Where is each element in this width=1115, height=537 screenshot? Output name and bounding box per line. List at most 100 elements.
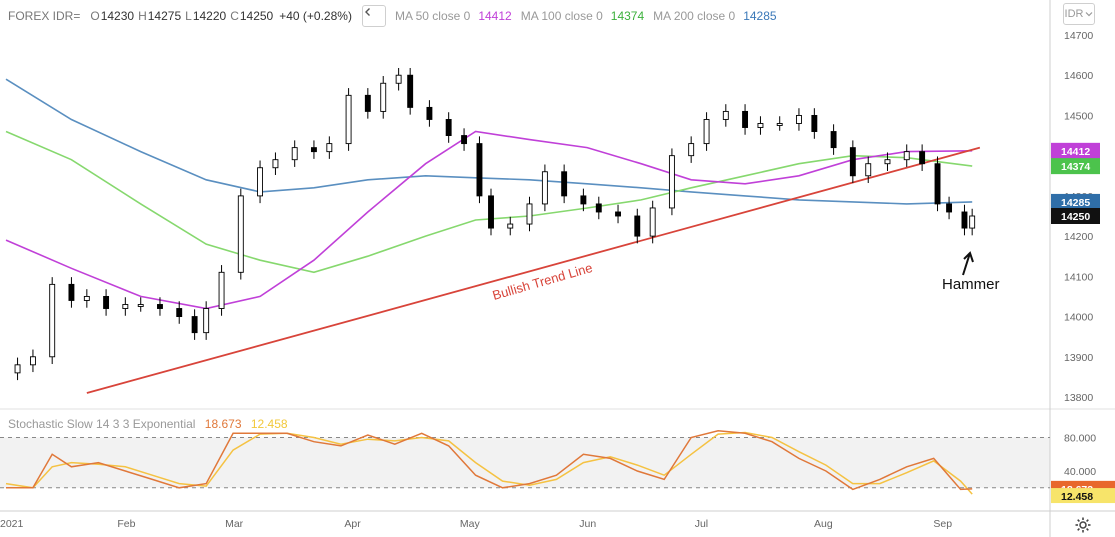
candle [934, 156, 941, 212]
symbol-label: FOREX IDR= [8, 9, 81, 23]
candle [476, 136, 483, 204]
candle [380, 76, 387, 119]
candle-body [68, 283, 75, 301]
candle-body [634, 215, 641, 237]
stoch-tick-label: 80.000 [1064, 433, 1096, 445]
gear-icon[interactable] [1074, 516, 1092, 534]
price-tag-label: 14250 [1061, 211, 1090, 223]
candle-body [137, 304, 144, 307]
candle-body [29, 356, 36, 366]
candle [445, 112, 452, 143]
candle [795, 108, 802, 131]
candle-body [865, 163, 872, 177]
candle-body [526, 203, 533, 225]
candle-body [203, 308, 210, 334]
candle-body [776, 123, 783, 126]
candle-body [476, 143, 483, 197]
candle [668, 148, 675, 216]
x-tick-label: Sep [933, 518, 952, 530]
y-tick-label: 14000 [1064, 312, 1093, 324]
price-tag-bg [1051, 193, 1100, 210]
candle-body [310, 147, 317, 153]
candle [961, 204, 968, 236]
candle [507, 216, 514, 236]
candle-body [157, 304, 163, 309]
x-tick-label: Jul [695, 518, 708, 530]
candle [526, 196, 533, 232]
arrow-icon [962, 251, 974, 276]
candle [461, 128, 468, 151]
candle [580, 188, 587, 212]
candle [830, 124, 837, 155]
price-tag-bg [1051, 142, 1100, 159]
candle-body [919, 151, 926, 165]
candle [272, 152, 279, 175]
x-tick-label: Feb [117, 518, 135, 530]
currency-label: IDR [1064, 8, 1084, 20]
candle [237, 188, 244, 280]
stochastic-label: Stochastic Slow 14 3 3 Exponential [8, 417, 196, 431]
y-tick-label: 14700 [1064, 30, 1093, 42]
candle-body [237, 195, 244, 273]
candle [29, 349, 36, 373]
x-tick-label: Apr [344, 518, 361, 530]
stoch-d-value: 12.458 [250, 417, 288, 431]
ma200-label: MA 200 close 0 [653, 9, 736, 23]
candle [176, 301, 183, 324]
ma50-line [5, 130, 973, 310]
price-tag-label: 14374 [1061, 161, 1090, 173]
currency-button[interactable]: IDR [1063, 3, 1095, 25]
candle [849, 140, 856, 184]
candle-body [445, 119, 452, 137]
stoch-d-line [5, 431, 973, 495]
candle [757, 116, 764, 135]
candle-body [380, 82, 387, 112]
candle [776, 116, 783, 131]
stoch-k-line [6, 430, 973, 491]
candle-body [946, 203, 953, 213]
candle-body [218, 271, 225, 309]
candle-body [615, 211, 621, 217]
candle-body [541, 171, 548, 205]
price-tag-bg [1051, 208, 1100, 224]
candle-body [364, 94, 371, 112]
candle [969, 208, 976, 236]
high-label: H [138, 9, 147, 23]
candle [191, 309, 198, 340]
candle-body [291, 147, 298, 161]
stoch-d-tag: 12.458 [1051, 488, 1115, 504]
candle-body [461, 135, 468, 145]
stoch-k-value: 18.673 [204, 417, 242, 431]
candle-body [561, 171, 568, 197]
candle [326, 136, 333, 159]
open-value: 14230 [100, 9, 135, 23]
close-value: 14250 [239, 9, 274, 23]
candle-body [14, 364, 21, 374]
candle [865, 156, 872, 184]
candle-body [884, 159, 891, 165]
candle [919, 144, 926, 171]
candle [688, 136, 695, 163]
collapse-legend-button[interactable] [361, 5, 386, 27]
candle [218, 265, 225, 316]
candle-body [507, 223, 514, 229]
candle-body [272, 159, 279, 169]
price-tag-ma100: 14374 [1051, 158, 1100, 175]
candle-body [426, 106, 433, 120]
candle-body [83, 295, 90, 301]
stoch-d-tag-bg [1051, 488, 1115, 504]
candle-body [649, 207, 656, 237]
candle-body [257, 167, 264, 197]
candle-body [757, 123, 764, 128]
candle-body [595, 203, 602, 213]
candle [615, 204, 621, 224]
trend-line-label: Bullish Trend Line [491, 260, 594, 303]
candle [722, 104, 729, 127]
price-tag-close: 14250 [1051, 208, 1100, 224]
candle [257, 160, 264, 204]
x-tick-label: 2021 [0, 518, 24, 530]
candle [811, 108, 818, 139]
candle-body [811, 114, 818, 132]
